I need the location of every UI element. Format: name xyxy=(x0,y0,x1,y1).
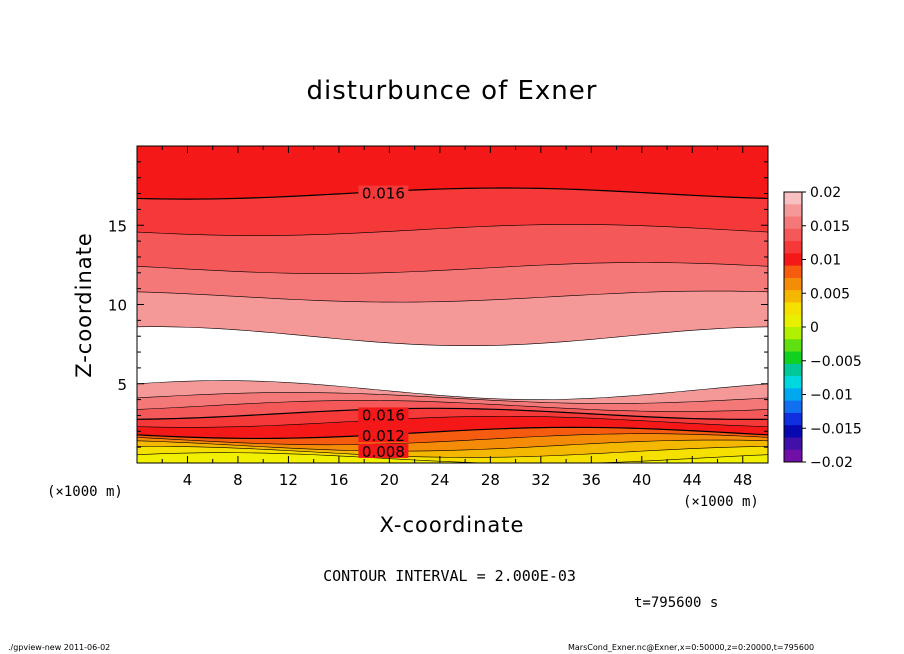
colorbar-tick-label: −0.02 xyxy=(810,455,853,471)
colorbar-swatch xyxy=(784,327,802,340)
x-tick-label: 20 xyxy=(380,471,399,489)
contour-interval-text: CONTOUR INTERVAL = 2.000E-03 xyxy=(0,567,904,585)
contour-line xyxy=(137,446,768,458)
colorbar-swatch xyxy=(784,376,802,389)
contour-line xyxy=(137,326,768,347)
colorbar-swatch xyxy=(784,290,802,303)
contour-line xyxy=(137,415,768,428)
contour-lines xyxy=(137,187,768,463)
time-label: t=795600 s xyxy=(634,595,719,611)
x-unit-label-right: (×1000 m) xyxy=(683,494,759,510)
contour-line xyxy=(137,380,768,400)
contour-label: 0.016 xyxy=(362,185,405,203)
colorbar-swatch xyxy=(784,253,802,267)
colorbar-swatch xyxy=(784,363,802,377)
x-tick-label: 40 xyxy=(632,471,651,489)
y-tick-label: 15 xyxy=(108,217,127,235)
colorbar-swatch xyxy=(784,388,802,402)
x-tick-label: 28 xyxy=(481,471,500,489)
contour-label: 0.012 xyxy=(362,427,405,445)
contour-line xyxy=(137,224,768,236)
footer-left: ./gpview-new 2011-06-02 xyxy=(8,643,111,652)
contour-label: 0.008 xyxy=(362,443,405,461)
colorbar-swatch xyxy=(784,314,802,328)
y-tick-label: 10 xyxy=(108,297,127,315)
contour-line xyxy=(137,400,768,412)
colorbar-tick-label: −0.01 xyxy=(810,388,853,404)
contour-line xyxy=(137,392,768,404)
contour-line xyxy=(137,452,768,463)
contour-label-bg xyxy=(358,185,409,200)
x-tick-label: 24 xyxy=(430,471,449,489)
x-tick-label: 12 xyxy=(279,471,298,489)
colorbar-swatch xyxy=(784,339,802,353)
contour-line xyxy=(137,426,768,440)
colorbar-swatch xyxy=(784,277,802,291)
contour-label-bg xyxy=(358,407,409,422)
colorbar-swatch xyxy=(784,449,802,463)
contour-line xyxy=(137,290,768,303)
colorbar-swatch xyxy=(784,412,802,426)
contour-line xyxy=(137,439,768,452)
colorbar-tick-label: −0.005 xyxy=(810,354,862,370)
colorbar-tick-label: −0.015 xyxy=(810,421,862,437)
colorbar-swatch xyxy=(784,216,802,230)
x-tick-label: 16 xyxy=(329,471,348,489)
y-axis-label: Z-coordinate xyxy=(72,232,96,378)
x-tick-label: 32 xyxy=(531,471,550,489)
colorbar-tick-label: 0.01 xyxy=(810,253,841,269)
colorbar-swatch xyxy=(784,241,802,254)
footer-right: MarsCond_Exner.nc@Exner,x=0:50000,z=0:20… xyxy=(568,643,815,652)
x-axis-label: X-coordinate xyxy=(379,513,525,537)
colorbar-swatch xyxy=(784,425,802,438)
colorbar-swatch xyxy=(784,204,802,218)
chart-title: disturbunce of Exner xyxy=(306,76,598,106)
colorbar-swatch xyxy=(784,192,802,205)
colorbar-swatch xyxy=(784,437,802,451)
x-tick-label: 8 xyxy=(233,471,243,489)
colorbar-tick-label: 0.005 xyxy=(810,286,850,302)
contour-label-bg xyxy=(358,443,409,458)
y-tick-label: 5 xyxy=(117,376,127,394)
colorbar-swatch xyxy=(784,400,802,414)
x-tick-label: 36 xyxy=(582,471,601,489)
colorbar-tick-label: 0.015 xyxy=(810,219,850,235)
colorbar-swatch xyxy=(784,228,802,242)
x-unit-label-left: (×1000 m) xyxy=(47,484,123,500)
contour-line xyxy=(137,262,768,274)
contour-interval-value: CONTOUR INTERVAL = 2.000E-03 xyxy=(323,567,576,585)
x-tick-label: 44 xyxy=(683,471,702,489)
x-tick-label: 48 xyxy=(733,471,752,489)
x-tick-label: 4 xyxy=(183,471,193,489)
contour-label-bg xyxy=(358,428,409,443)
contour-line xyxy=(137,407,768,421)
colorbar-swatch xyxy=(784,302,802,316)
colorbar-tick-label: 0 xyxy=(810,320,819,336)
contour-line xyxy=(137,187,768,200)
colorbar: 0.02 0.015 0.01 0.005 0 −0.005 −0.01 −0.015 −0.0… xyxy=(783,185,862,471)
colorbar-swatch xyxy=(784,351,802,365)
colorbar-swatch xyxy=(784,265,802,279)
colorbar-tick-label: 0.02 xyxy=(810,185,841,201)
contour-label: 0.016 xyxy=(362,406,405,424)
contour-line xyxy=(137,433,768,446)
